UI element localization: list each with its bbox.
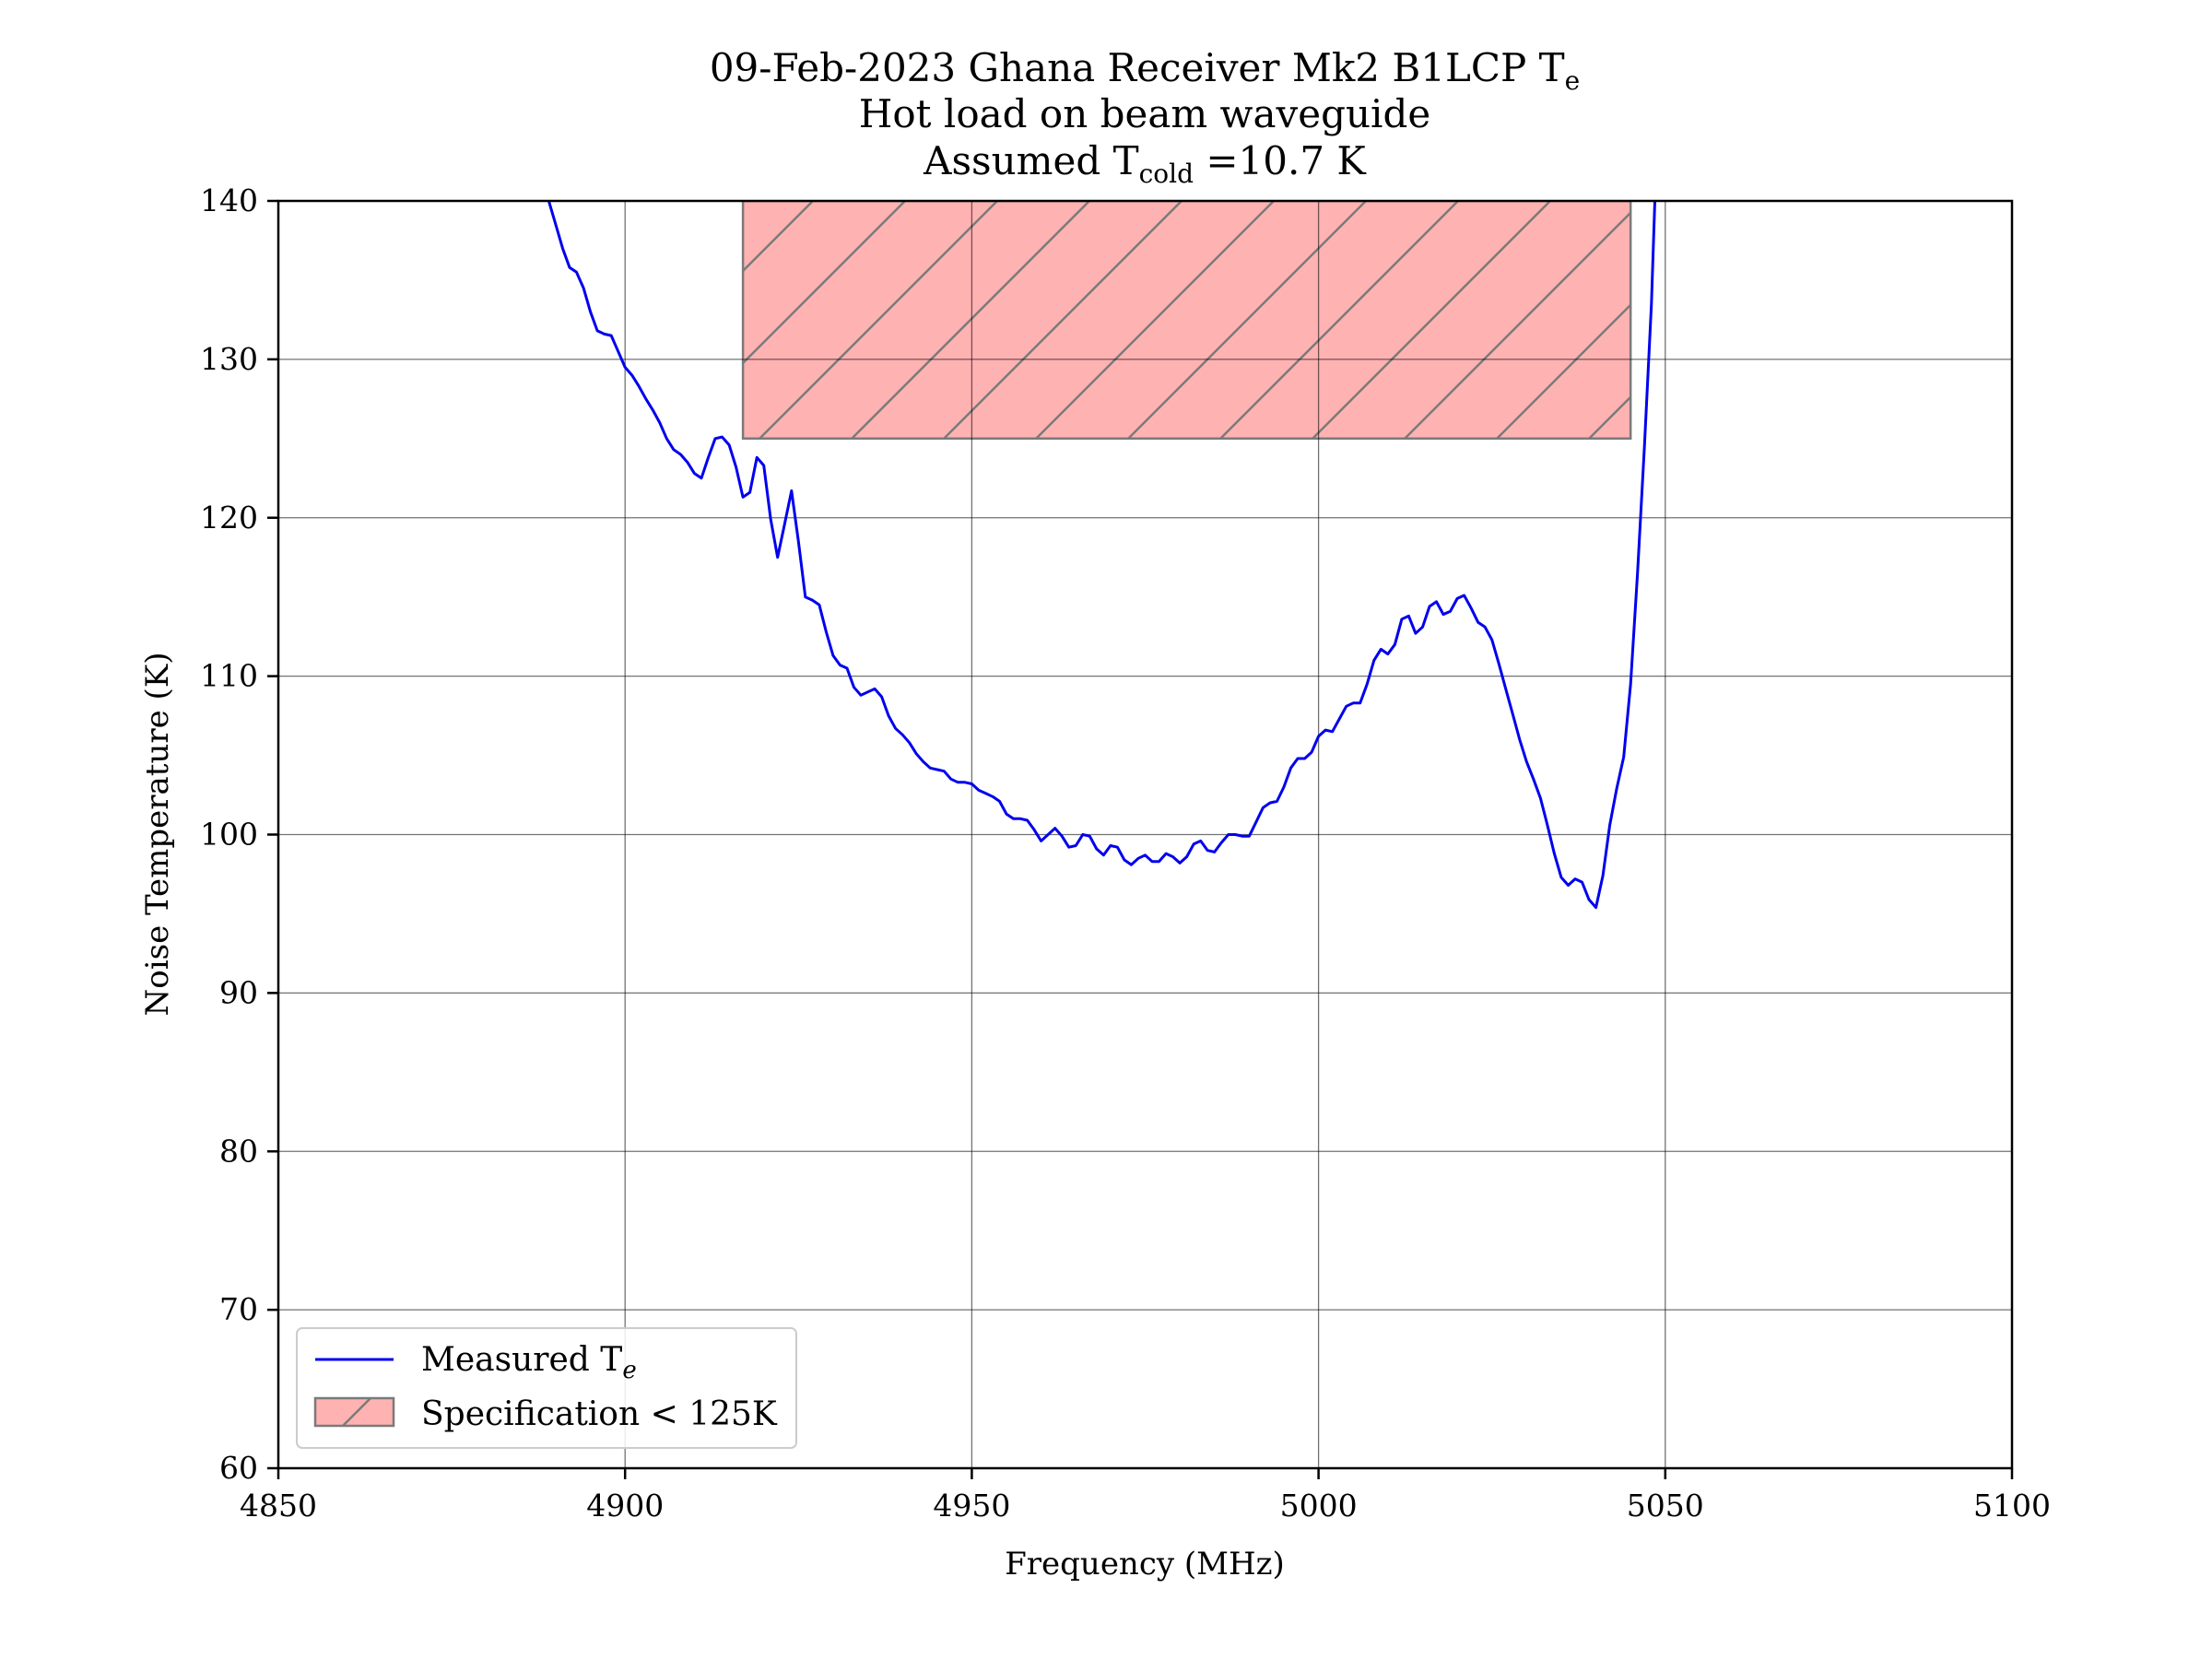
axis-ticks: 4850 4900 4950 5000 5050 5100 60 70 80 90 100 110 12… [200, 182, 2051, 1524]
title-sub-e: e [1565, 65, 1581, 96]
spec-region-hatch [741, 201, 1632, 441]
y-tick-label: 120 [200, 500, 258, 535]
x-tick-label: 4900 [586, 1488, 664, 1524]
legend-label-measured: Measured Te [421, 1341, 637, 1384]
legend-sub-e: e [622, 1357, 636, 1384]
x-axis-label: Frequency (MHz) [1005, 1546, 1285, 1583]
y-tick-label: 70 [219, 1291, 258, 1327]
title-line-2: Hot load on beam waveguide [859, 91, 1430, 136]
title-line-3: Assumed Tcold =10.7 K [923, 138, 1367, 189]
x-tick-label: 4950 [933, 1488, 1010, 1524]
title-sub-cold: cold [1139, 159, 1194, 189]
y-tick-label: 100 [200, 817, 258, 853]
x-tick-label: 5050 [1627, 1488, 1704, 1524]
x-tick-label: 5100 [1973, 1488, 2051, 1524]
legend-hatch-stroke [342, 1397, 371, 1427]
series-line-measured-te [547, 201, 1656, 910]
y-tick-label: 130 [200, 341, 258, 377]
y-axis-label: Noise Temperature (K) [139, 653, 176, 1017]
chart-title: 09-Feb-2023 Ghana Receiver Mk2 B1LCP Te … [710, 45, 1580, 189]
y-tick-label: 140 [200, 182, 258, 218]
x-tick-label: 4850 [240, 1488, 317, 1524]
x-tick-label: 5000 [1280, 1488, 1358, 1524]
spec-region-layer [741, 201, 1632, 441]
legend-label-spec: Specification < 125K [421, 1395, 778, 1433]
grid [278, 201, 2012, 1468]
series-layer [547, 201, 1656, 910]
title-line-3-suffix: =10.7 K [1194, 138, 1367, 183]
legend-hatch-swatch [313, 1396, 395, 1428]
y-tick-label: 90 [219, 974, 258, 1010]
y-tick-label: 80 [219, 1133, 258, 1169]
title-line-1: 09-Feb-2023 Ghana Receiver Mk2 B1LCP Te [710, 45, 1580, 96]
y-tick-label: 110 [200, 658, 258, 694]
legend-box [296, 1327, 797, 1449]
y-tick-label: 60 [219, 1450, 258, 1486]
legend: Measured Te Specification < 125K [296, 1327, 797, 1449]
